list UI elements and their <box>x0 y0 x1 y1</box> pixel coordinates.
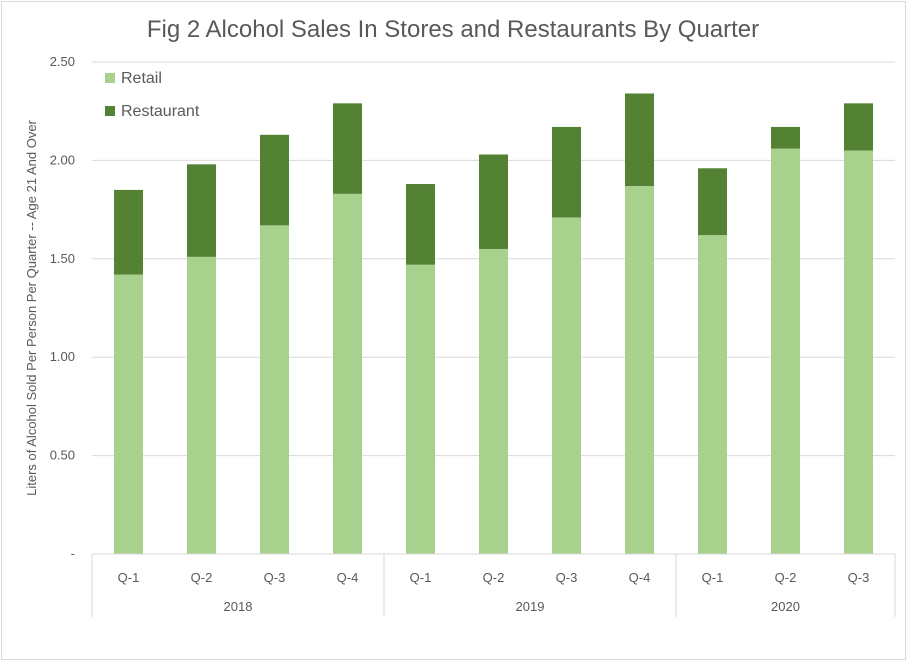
x-tick-label: Q-2 <box>191 570 213 585</box>
bar-retail <box>552 217 581 554</box>
bar-retail <box>625 185 654 555</box>
bar-retail <box>114 274 143 554</box>
bar-retail <box>333 193 362 555</box>
x-tick-label: Q-1 <box>410 570 432 585</box>
y-axis-ticks: - 0.50 1.00 1.50 2.00 2.50 <box>50 54 75 561</box>
bar-retail <box>479 248 508 554</box>
x-tick-label: Q-3 <box>848 570 870 585</box>
bar-restaurant <box>844 103 873 151</box>
bar-retail <box>771 148 800 554</box>
legend-label-retail: Retail <box>121 70 162 87</box>
bar-restaurant <box>698 168 727 236</box>
bar-retail <box>698 235 727 554</box>
x-tick-label: Q-2 <box>775 570 797 585</box>
x-group-label: 2020 <box>771 599 800 614</box>
bar-restaurant <box>406 184 435 265</box>
x-tick-label: Q-3 <box>556 570 578 585</box>
x-axis: Q-1 Q-2 Q-3 Q-4 Q-1 Q-2 Q-3 Q-4 Q-1 Q-2 Q-3 2018 201… <box>91 553 896 617</box>
bar-restaurant <box>552 126 581 218</box>
y-axis-label: Liters of Alcohol Sold Per Person Per Qu… <box>24 119 39 495</box>
x-tick-label: Q-3 <box>264 570 286 585</box>
legend: Retail Restaurant <box>105 70 200 120</box>
legend-swatch-retail <box>105 73 115 83</box>
chart-title: Fig 2 Alcohol Sales In Stores and Restau… <box>147 16 759 43</box>
x-tick-label: Q-1 <box>702 570 724 585</box>
y-tick-label: 1.50 <box>50 251 75 266</box>
x-group-label: 2018 <box>224 599 253 614</box>
y-tick-label: 0.50 <box>50 448 75 463</box>
y-tick-label: 2.00 <box>50 152 75 167</box>
bars <box>114 93 873 555</box>
legend-label-restaurant: Restaurant <box>121 103 200 120</box>
legend-swatch-restaurant <box>105 106 115 116</box>
x-group-label: 2019 <box>516 599 545 614</box>
bar-retail <box>187 256 216 554</box>
bar-restaurant <box>114 189 143 275</box>
bar-restaurant <box>625 93 654 186</box>
bar-restaurant <box>187 164 216 257</box>
x-tick-label: Q-1 <box>118 570 140 585</box>
y-tick-label: 1.00 <box>50 349 75 364</box>
x-tick-label: Q-2 <box>483 570 505 585</box>
bar-retail <box>406 264 435 554</box>
bar-retail <box>260 225 289 554</box>
y-tick-label: - <box>71 546 75 561</box>
y-tick-label: 2.50 <box>50 54 75 69</box>
bar-retail <box>844 150 873 554</box>
bar-restaurant <box>771 126 800 149</box>
bar-restaurant <box>333 103 362 194</box>
bar-restaurant <box>260 134 289 226</box>
bar-restaurant <box>479 154 508 249</box>
x-tick-label: Q-4 <box>629 570 651 585</box>
x-tick-label: Q-4 <box>337 570 359 585</box>
